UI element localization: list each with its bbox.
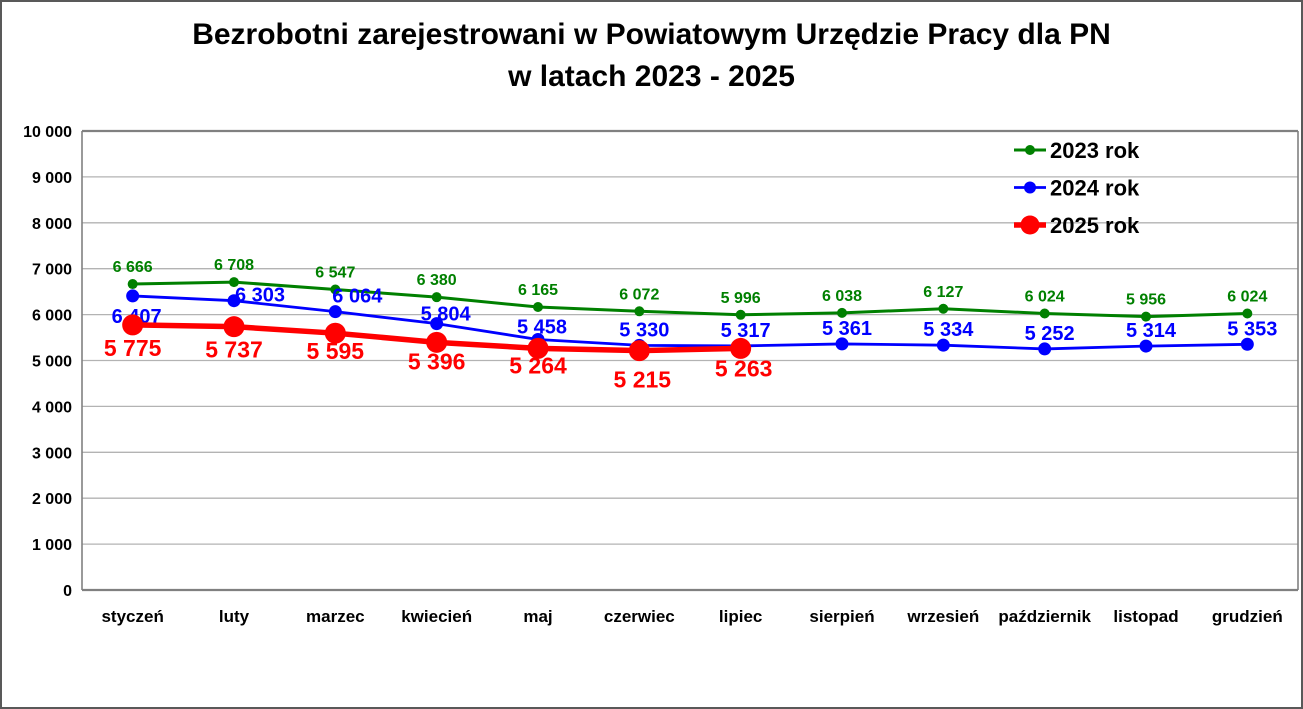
- x-axis-label-5: maj: [523, 607, 552, 626]
- data-label-2024-sierpień: 5 361: [822, 318, 872, 340]
- x-axis-label-3: marzec: [306, 607, 365, 626]
- y-axis-tick-label: 1 000: [32, 537, 72, 554]
- x-axis-label-9: wrzesień: [906, 607, 979, 626]
- data-point-2024-sierpień: [835, 337, 849, 351]
- legend-marker-icon-2023: [1025, 145, 1035, 155]
- x-axis-label-2: luty: [219, 607, 250, 626]
- data-label-2023-grudzień: 6 024: [1227, 288, 1267, 305]
- data-point-2023-lipiec: [735, 309, 746, 320]
- data-label-2023-sierpień: 6 038: [822, 288, 862, 305]
- data-point-2023-wrzesień: [938, 303, 949, 314]
- data-label-2023-październik: 6 024: [1025, 288, 1065, 305]
- y-axis-tick-label: 3 000: [32, 445, 72, 462]
- chart-title-line2: w latach 2023 - 2025: [508, 60, 795, 93]
- data-label-2023-lipiec: 5 996: [721, 290, 761, 307]
- y-axis-tick-label: 7 000: [32, 262, 72, 279]
- x-axis-label-10: październik: [998, 607, 1091, 626]
- data-label-2023-marzec: 6 547: [315, 264, 355, 281]
- series-line-2023-rok: [131, 280, 1249, 319]
- data-point-2023-styczeń: [127, 279, 138, 290]
- legend-item-2023: 2023 rok: [1050, 138, 1140, 163]
- data-point-2025-czerwiec: [628, 340, 650, 362]
- y-axis-tick-label: 6 000: [32, 308, 72, 325]
- data-point-2024-styczeń: [126, 289, 140, 303]
- data-point-2025-styczeń: [122, 314, 144, 336]
- x-axis-label-6: czerwiec: [604, 607, 675, 626]
- data-label-2025-luty: 5 737: [205, 337, 263, 363]
- data-label-2024-listopad: 5 314: [1126, 320, 1177, 342]
- data-label-2024-kwiecień: 5 804: [421, 304, 472, 326]
- data-label-2025-styczeń: 5 775: [104, 335, 162, 361]
- data-label-2024-marzec: 6 064: [332, 286, 383, 308]
- y-axis-tick-label: 0: [63, 583, 72, 600]
- y-axis-tick-label: 5 000: [32, 354, 72, 371]
- y-axis-tick-label: 4 000: [32, 399, 72, 416]
- chart-title: Bezrobotni zarejestrowani w Powiatowym U…: [2, 14, 1301, 98]
- legend-marker-icon-2024: [1024, 181, 1036, 194]
- data-label-2024-październik: 5 252: [1025, 323, 1075, 345]
- data-point-2025-maj: [527, 337, 549, 359]
- data-label-2025-czerwiec: 5 215: [614, 367, 672, 393]
- series-line-2024-rok: [131, 294, 1249, 351]
- y-axis-tick-label: 2 000: [32, 491, 72, 508]
- legend-marker-icon-2025: [1020, 215, 1040, 235]
- chart-title-line1: Bezrobotni zarejestrowani w Powiatowym U…: [192, 18, 1111, 51]
- data-point-2024-październik: [1038, 342, 1052, 356]
- data-label-2025-maj: 5 264: [509, 352, 567, 378]
- data-label-2023-wrzesień: 6 127: [923, 284, 963, 301]
- data-point-2023-kwiecień: [431, 292, 442, 303]
- data-point-2024-kwiecień: [430, 317, 444, 331]
- data-point-2023-sierpień: [837, 307, 847, 318]
- x-axis-label-1: styczeń: [101, 607, 163, 626]
- data-label-2025-lipiec: 5 263: [715, 355, 773, 381]
- data-point-2023-marzec: [330, 284, 341, 295]
- data-point-2024-wrzesień: [936, 338, 950, 352]
- data-label-2025-marzec: 5 595: [307, 338, 365, 364]
- data-point-2025-luty: [223, 316, 245, 338]
- data-label-2024-grudzień: 5 353: [1227, 318, 1277, 340]
- data-label-2023-maj: 6 165: [518, 282, 558, 299]
- legend-item-2024: 2024 rok: [1050, 176, 1140, 201]
- data-point-2023-luty: [229, 277, 239, 288]
- data-point-2023-grudzień: [1242, 308, 1253, 319]
- data-label-2023-kwiecień: 6 380: [417, 272, 457, 289]
- x-axis-label-12: grudzień: [1212, 607, 1283, 626]
- data-point-2024-grudzień: [1240, 337, 1254, 351]
- data-label-2023-luty: 6 708: [214, 257, 254, 274]
- data-point-2023-czerwiec: [634, 306, 645, 317]
- legend-item-2025: 2025 rok: [1050, 213, 1140, 238]
- data-label-2024-luty: 6 303: [235, 285, 285, 307]
- y-axis-tick-label: 10 000: [23, 124, 72, 141]
- data-point-2023-październik: [1039, 308, 1050, 319]
- data-label-2024-lipiec: 5 317: [721, 320, 771, 342]
- data-point-2024-marzec: [328, 305, 342, 319]
- data-point-2025-lipiec: [730, 337, 752, 359]
- x-axis-label-4: kwiecień: [401, 607, 472, 626]
- y-axis-tick-label: 8 000: [32, 216, 72, 233]
- x-axis-label-7: lipiec: [719, 607, 762, 626]
- x-axis-label-8: sierpień: [809, 607, 874, 626]
- x-axis-label-11: listopad: [1113, 607, 1178, 626]
- data-point-2024-luty: [227, 294, 241, 308]
- data-label-2025-kwiecień: 5 396: [408, 348, 466, 374]
- data-label-2023-listopad: 5 956: [1126, 292, 1166, 309]
- data-point-2025-kwiecień: [426, 331, 448, 353]
- data-point-2023-listopad: [1141, 311, 1151, 322]
- data-point-2023-maj: [533, 302, 543, 313]
- data-point-2024-listopad: [1139, 339, 1153, 353]
- data-point-2025-marzec: [324, 322, 346, 344]
- y-axis-tick-label: 9 000: [32, 170, 72, 187]
- data-label-2023-czerwiec: 6 072: [619, 286, 659, 303]
- data-label-2024-czerwiec: 5 330: [619, 319, 669, 341]
- data-label-2024-maj: 5 458: [517, 316, 567, 338]
- data-label-2023-styczeń: 6 666: [113, 259, 153, 276]
- data-label-2024-wrzesień: 5 334: [923, 319, 974, 341]
